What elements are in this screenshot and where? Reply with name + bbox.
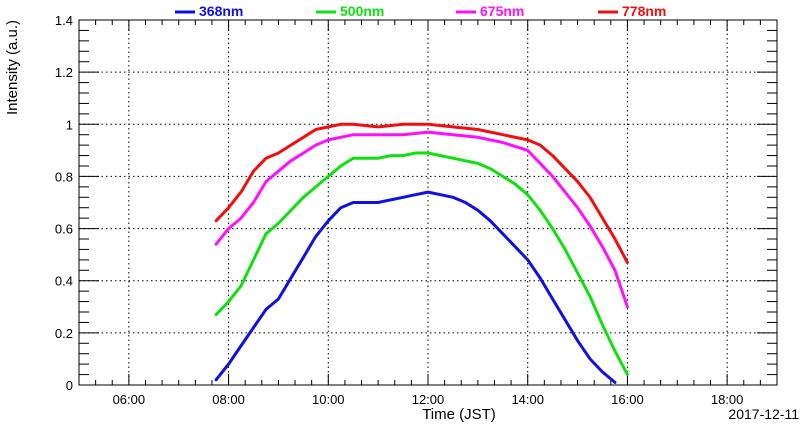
y-tick-label: 1 <box>66 117 73 132</box>
legend-label: 675nm <box>480 3 524 19</box>
legend-label: 368nm <box>199 3 243 19</box>
series-line-778nm <box>214 122 629 264</box>
y-axis-title: Intensity (a.u.) <box>4 20 21 115</box>
x-tick-label: 16:00 <box>611 392 644 407</box>
x-tick-label: 06:00 <box>113 392 146 407</box>
x-axis-title: Time (JST) <box>422 406 496 423</box>
legend-label: 500nm <box>340 3 384 19</box>
x-tick-label: 08:00 <box>212 392 245 407</box>
legend-label: 778nm <box>622 3 666 19</box>
legend-item-368nm: 368nm <box>175 3 243 19</box>
x-tick-label: 14:00 <box>511 392 544 407</box>
y-tick-label: 0.2 <box>55 326 73 341</box>
legend-item-675nm: 675nm <box>456 3 524 19</box>
legend: 368nm 500nm 675nm 778nm <box>175 3 666 19</box>
series-layer <box>214 122 629 384</box>
x-tick-label: 12:00 <box>412 392 445 407</box>
y-tick-label: 0.4 <box>55 274 73 289</box>
y-tick-label: 1.2 <box>55 65 73 80</box>
date-label: 2017-12-11 <box>728 406 799 422</box>
x-tick-labels: 06:00 08:00 10:00 12:00 14:00 16:00 18:00 <box>113 392 744 407</box>
legend-item-778nm: 778nm <box>598 3 666 19</box>
x-tick-label: 18:00 <box>711 392 744 407</box>
series-line-500nm <box>214 151 629 377</box>
grid-lines <box>79 19 777 385</box>
x-tick-label: 10:00 <box>312 392 345 407</box>
series-line-368nm <box>214 190 617 384</box>
y-tick-label: 0.8 <box>55 169 73 184</box>
series-line-675nm <box>214 130 629 309</box>
y-tick-label: 1.4 <box>55 13 73 28</box>
axis-ticks <box>78 19 778 386</box>
legend-item-500nm: 500nm <box>316 3 384 19</box>
y-tick-label: 0.6 <box>55 222 73 237</box>
y-tick-label: 0 <box>66 378 73 393</box>
y-tick-labels: 0 0.2 0.4 0.6 0.8 1 1.2 1.4 <box>55 13 73 393</box>
